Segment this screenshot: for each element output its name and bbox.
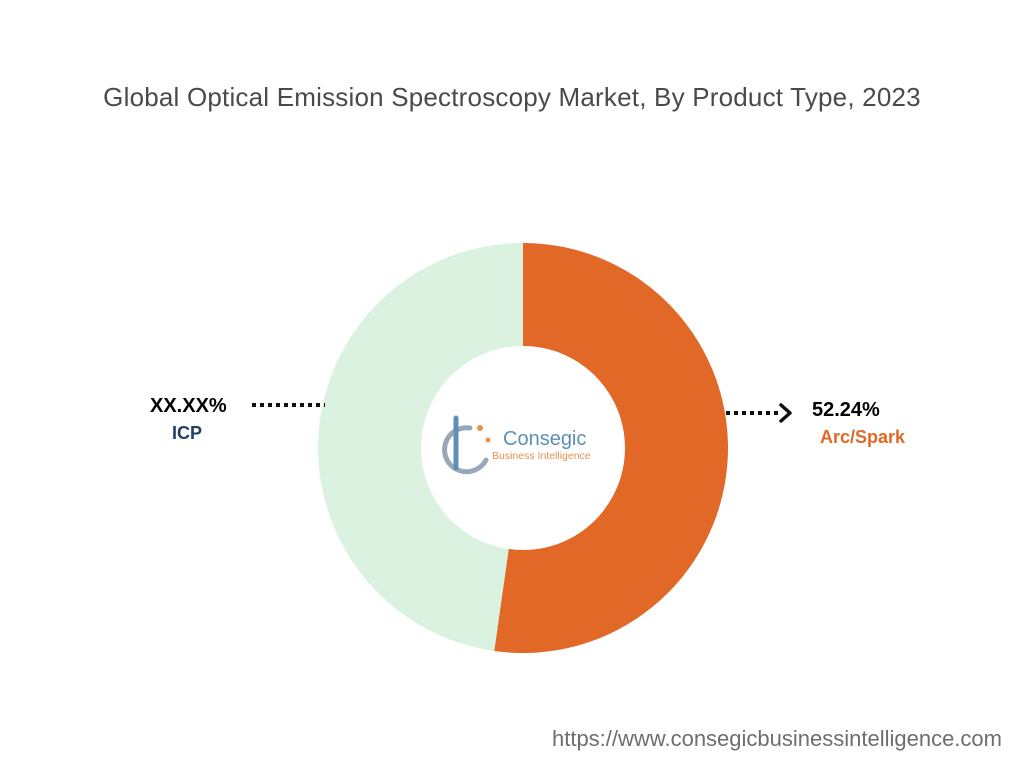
icp-percent-label: XX.XX%	[150, 395, 227, 417]
arc-spark-percent-label: 52.24%	[812, 399, 880, 421]
chart-title: Global Optical Emission Spectroscopy Mar…	[103, 82, 921, 112]
footer-url: https://www.consegicbusinessintelligence…	[551, 726, 1002, 751]
slice-icp	[317, 243, 523, 651]
logo-mark-icon	[442, 415, 491, 475]
logo-name: Consegic	[503, 428, 586, 450]
consegic-logo: Consegic Business Intelligence	[442, 415, 591, 475]
arrow-right-icon	[779, 403, 792, 423]
icp-category-label: ICP	[172, 423, 202, 443]
arc-spark-category-label: Arc/Spark	[820, 427, 906, 447]
slice-arc-spark	[494, 243, 728, 653]
logo-tagline: Business Intelligence	[492, 450, 591, 462]
donut-slices	[317, 243, 728, 653]
